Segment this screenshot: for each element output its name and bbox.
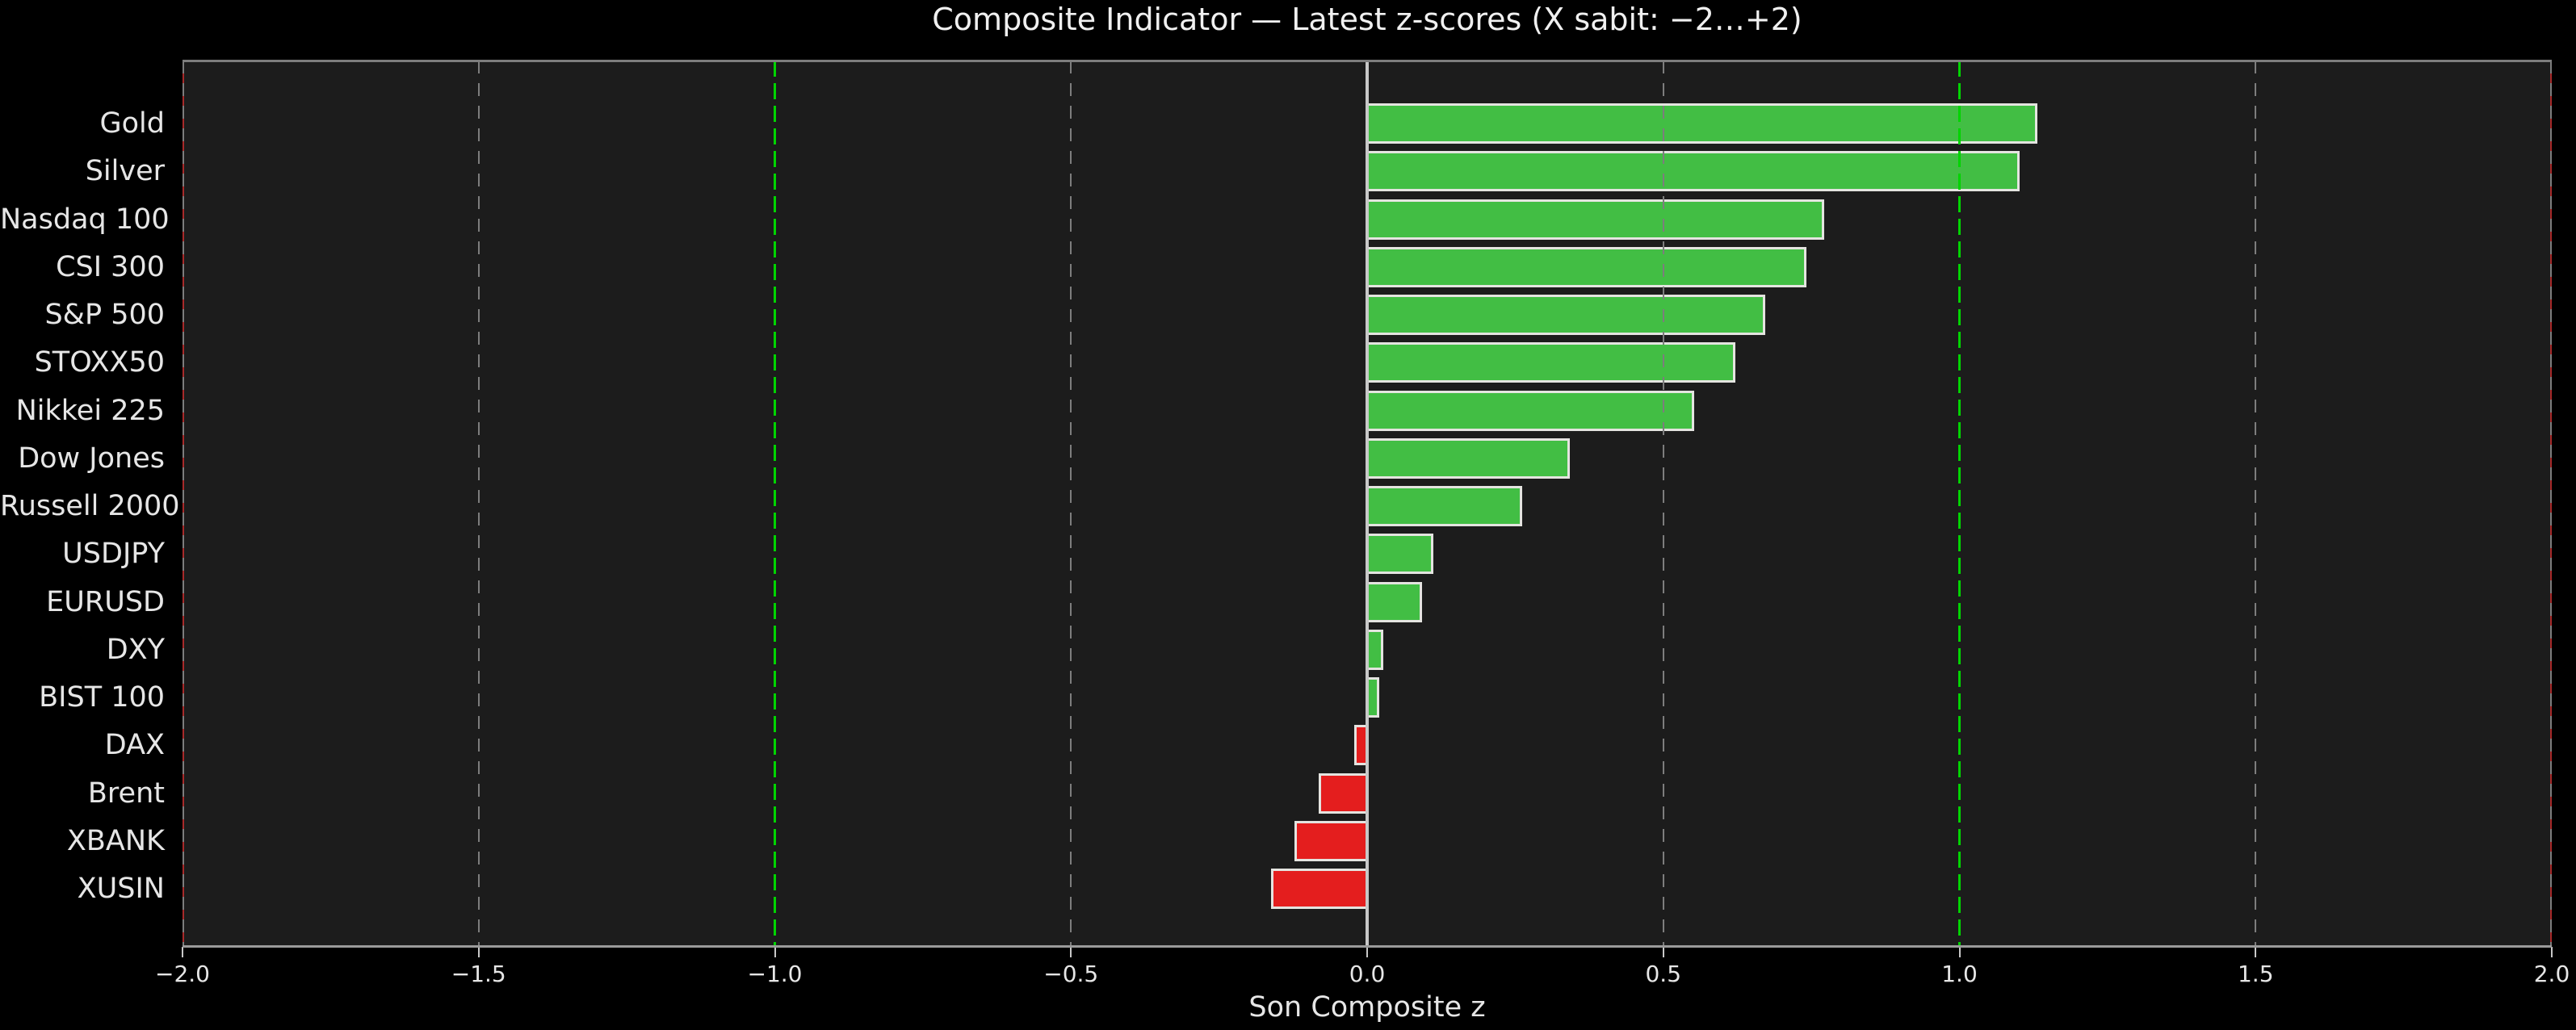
y-axis-label: Nikkei 225 (15, 394, 165, 427)
bar (1366, 438, 1570, 479)
grid-line (2550, 61, 2552, 947)
y-axis-labels: Gold Silver Nasdaq 100 CSI 300 S&P 500 STOXX5… (0, 61, 180, 947)
reference-line (774, 61, 776, 947)
y-axis-label: DXY (106, 633, 165, 666)
plot-area (183, 61, 2552, 947)
zero-line (1366, 61, 1369, 947)
x-tick (1662, 947, 1664, 957)
y-axis-label: EURUSD (46, 585, 165, 618)
bar (1366, 246, 1807, 287)
y-axis-label: DAX (104, 729, 165, 762)
chart-title: Composite Indicator — Latest z-scores (X… (932, 2, 1802, 37)
bar (1366, 581, 1422, 622)
reference-line (1958, 61, 1961, 947)
bar (1366, 534, 1434, 575)
x-tick (1070, 947, 1072, 957)
bar (1271, 869, 1369, 909)
grid-line (2255, 61, 2257, 947)
bar (1294, 820, 1369, 861)
x-tick-label: 1.5 (2237, 961, 2274, 987)
x-tick-label: 1.0 (1941, 961, 1978, 987)
y-axis-label: S&P 500 (44, 299, 165, 331)
x-tick-label: −1.0 (747, 961, 803, 987)
bar (1366, 342, 1736, 383)
y-axis-label: Dow Jones (18, 442, 165, 475)
bottom-spine (183, 945, 2552, 948)
grid-line (1070, 61, 1072, 947)
x-tick (182, 947, 183, 957)
y-axis-label: CSI 300 (56, 250, 165, 283)
x-tick (774, 947, 776, 957)
x-tick (2551, 947, 2553, 957)
bar (1366, 390, 1694, 431)
y-axis-label: STOXX50 (34, 346, 165, 379)
y-axis-label: BIST 100 (39, 681, 165, 714)
y-axis-label: Silver (85, 155, 165, 188)
y-axis-label: Russell 2000 (0, 490, 180, 522)
y-axis-label: Nasdaq 100 (0, 203, 170, 236)
x-tick (2255, 947, 2257, 957)
bar (1318, 772, 1369, 814)
x-tick-label: 2.0 (2533, 961, 2570, 987)
y-axis-label: Gold (99, 107, 165, 140)
y-axis-label: XBANK (66, 824, 165, 857)
top-spine (183, 60, 2552, 62)
bar (1366, 103, 2038, 144)
x-tick (1958, 947, 1961, 957)
bar (1366, 199, 1825, 240)
bar (1366, 151, 2020, 192)
x-tick-label: −1.5 (451, 961, 506, 987)
y-axis-label: XUSIN (77, 873, 165, 905)
x-tick (1366, 947, 1368, 957)
grid-line (1662, 61, 1664, 947)
x-tick-label: −2.0 (155, 961, 210, 987)
x-tick-label: 0.0 (1349, 961, 1386, 987)
x-tick (477, 947, 480, 957)
grid-line (477, 61, 480, 947)
grid-line (183, 61, 184, 947)
bar (1366, 486, 1523, 526)
bar (1366, 295, 1765, 335)
x-tick-label: −0.5 (1043, 961, 1099, 987)
y-axis-label: USDJPY (62, 538, 165, 571)
x-tick-label: 0.5 (1645, 961, 1682, 987)
x-axis-label: Son Composite z (1248, 991, 1486, 1024)
y-axis-label: Brent (87, 777, 165, 810)
